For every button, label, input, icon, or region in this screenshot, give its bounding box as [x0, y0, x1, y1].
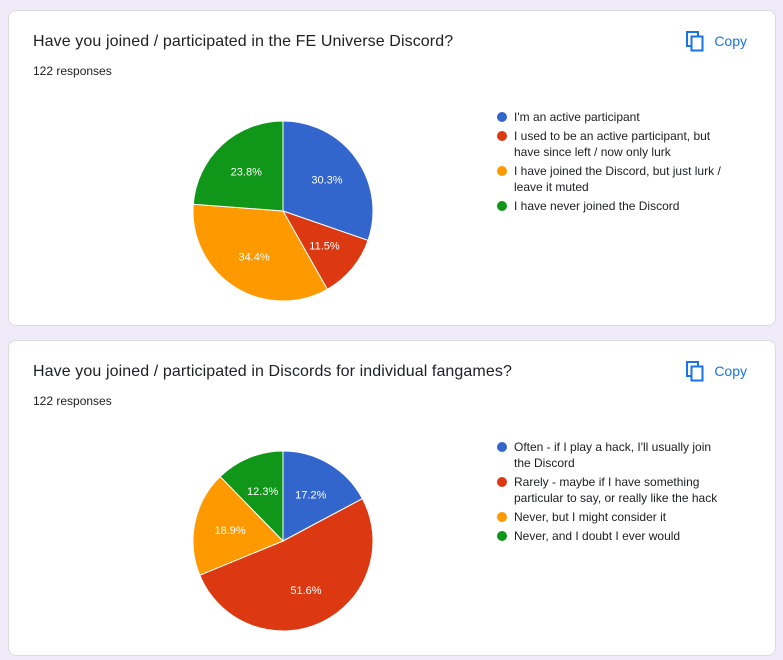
- pie-slice[interactable]: [281, 210, 369, 290]
- copy-icon: [686, 30, 704, 52]
- slice-percent-label: 34.4%: [238, 252, 269, 264]
- legend-label: Often - if I play a hack, I'll usually j…: [514, 440, 712, 470]
- legend-item[interactable]: I used to be an active participant, but …: [497, 128, 747, 160]
- legend-label: I'm an active participant: [514, 110, 640, 124]
- legend-dot-icon: [497, 531, 507, 541]
- pie-slice[interactable]: [192, 120, 284, 212]
- legend-item[interactable]: Rarely - maybe if I have something parti…: [497, 474, 747, 506]
- pie-chart: 17.2% 51.6% 18.9% 12.3%: [192, 450, 374, 632]
- response-count: 122 responses: [33, 394, 112, 408]
- chart-legend: I'm an active participant I used to be an…: [497, 109, 747, 217]
- legend-label: Never, and I doubt I ever would: [514, 529, 681, 543]
- legend-item[interactable]: I have joined the Discord, but just lurk…: [497, 163, 747, 195]
- legend-dot-icon: [497, 512, 507, 522]
- pie-slice[interactable]: [282, 120, 374, 242]
- question-card: Have you joined / participated in the FE…: [8, 10, 776, 326]
- legend-label: I have never joined the Discord: [514, 199, 680, 213]
- pie-chart: 30.3% 11.5% 34.4% 23.8%: [192, 120, 374, 302]
- legend-label: Rarely - maybe if I have something parti…: [514, 475, 718, 505]
- slice-percent-label: 51.6%: [290, 585, 321, 597]
- legend-dot-icon: [497, 166, 507, 176]
- copy-label: Copy: [714, 33, 747, 49]
- legend-item[interactable]: Never, and I doubt I ever would: [497, 528, 747, 544]
- legend-dot-icon: [497, 442, 507, 452]
- slice-percent-label: 12.3%: [247, 486, 278, 498]
- slice-percent-label: 30.3%: [311, 175, 342, 187]
- pie-slice[interactable]: [192, 203, 329, 302]
- pie-slice[interactable]: [192, 475, 284, 576]
- legend-item[interactable]: I'm an active participant: [497, 109, 747, 125]
- response-count: 122 responses: [33, 64, 112, 78]
- slice-percent-label: 23.8%: [231, 166, 262, 178]
- pie-slice[interactable]: [199, 497, 374, 632]
- copy-label: Copy: [714, 363, 747, 379]
- legend-dot-icon: [497, 112, 507, 122]
- legend-dot-icon: [497, 477, 507, 487]
- copy-button[interactable]: Copy: [678, 357, 757, 385]
- question-title: Have you joined / participated in Discor…: [33, 363, 512, 380]
- slice-percent-label: 18.9%: [215, 525, 246, 537]
- legend-item[interactable]: I have never joined the Discord: [497, 198, 747, 214]
- legend-dot-icon: [497, 131, 507, 141]
- chart-legend: Often - if I play a hack, I'll usually j…: [497, 439, 747, 547]
- slice-percent-label: 17.2%: [295, 490, 326, 502]
- legend-label: I have joined the Discord, but just lurk…: [514, 164, 721, 194]
- pie-slice[interactable]: [282, 450, 364, 542]
- question-title: Have you joined / participated in the FE…: [33, 33, 454, 50]
- copy-button[interactable]: Copy: [678, 27, 757, 55]
- slice-percent-label: 11.5%: [309, 241, 340, 253]
- legend-label: Never, but I might consider it: [514, 510, 667, 524]
- copy-icon: [686, 360, 704, 382]
- legend-item[interactable]: Never, but I might consider it: [497, 509, 747, 525]
- question-card: Have you joined / participated in Discor…: [8, 340, 776, 656]
- legend-item[interactable]: Often - if I play a hack, I'll usually j…: [497, 439, 747, 471]
- legend-dot-icon: [497, 201, 507, 211]
- legend-label: I used to be an active participant, but …: [514, 129, 711, 159]
- pie-slice[interactable]: [219, 450, 284, 543]
